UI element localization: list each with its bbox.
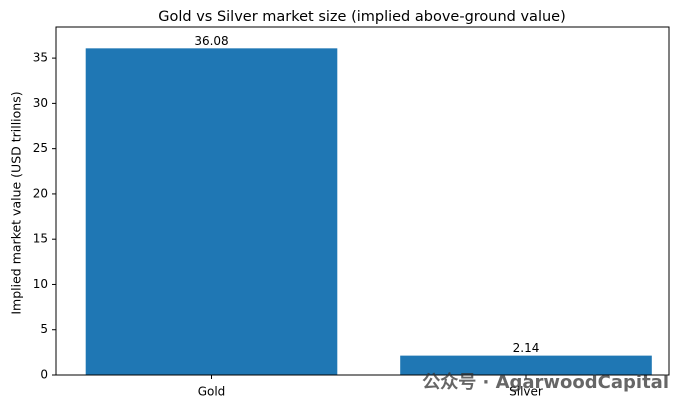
y-tick-label: 5 — [40, 322, 48, 336]
y-tick-label: 15 — [33, 232, 48, 246]
y-tick-label: 30 — [33, 96, 48, 110]
bar — [85, 48, 338, 375]
chart-title: Gold vs Silver market size (implied abov… — [158, 9, 566, 25]
y-tick-label: 25 — [33, 141, 48, 155]
plot-frame — [55, 26, 670, 376]
y-tick-label: 10 — [33, 277, 48, 291]
y-tick-label: 20 — [33, 186, 48, 200]
x-tick-label: Silver — [509, 385, 543, 399]
value-label: 36.08 — [194, 34, 228, 48]
value-label: 2.14 — [513, 341, 540, 355]
y-tick-label: 0 — [40, 368, 48, 382]
y-axis-label: Implied market value (USD trillions) — [9, 91, 24, 314]
watermark: 公众号 · AgarwoodCapital — [422, 371, 669, 393]
bar — [400, 355, 652, 375]
x-tick-label: Gold — [198, 385, 226, 399]
y-tick-label: 35 — [33, 51, 48, 65]
